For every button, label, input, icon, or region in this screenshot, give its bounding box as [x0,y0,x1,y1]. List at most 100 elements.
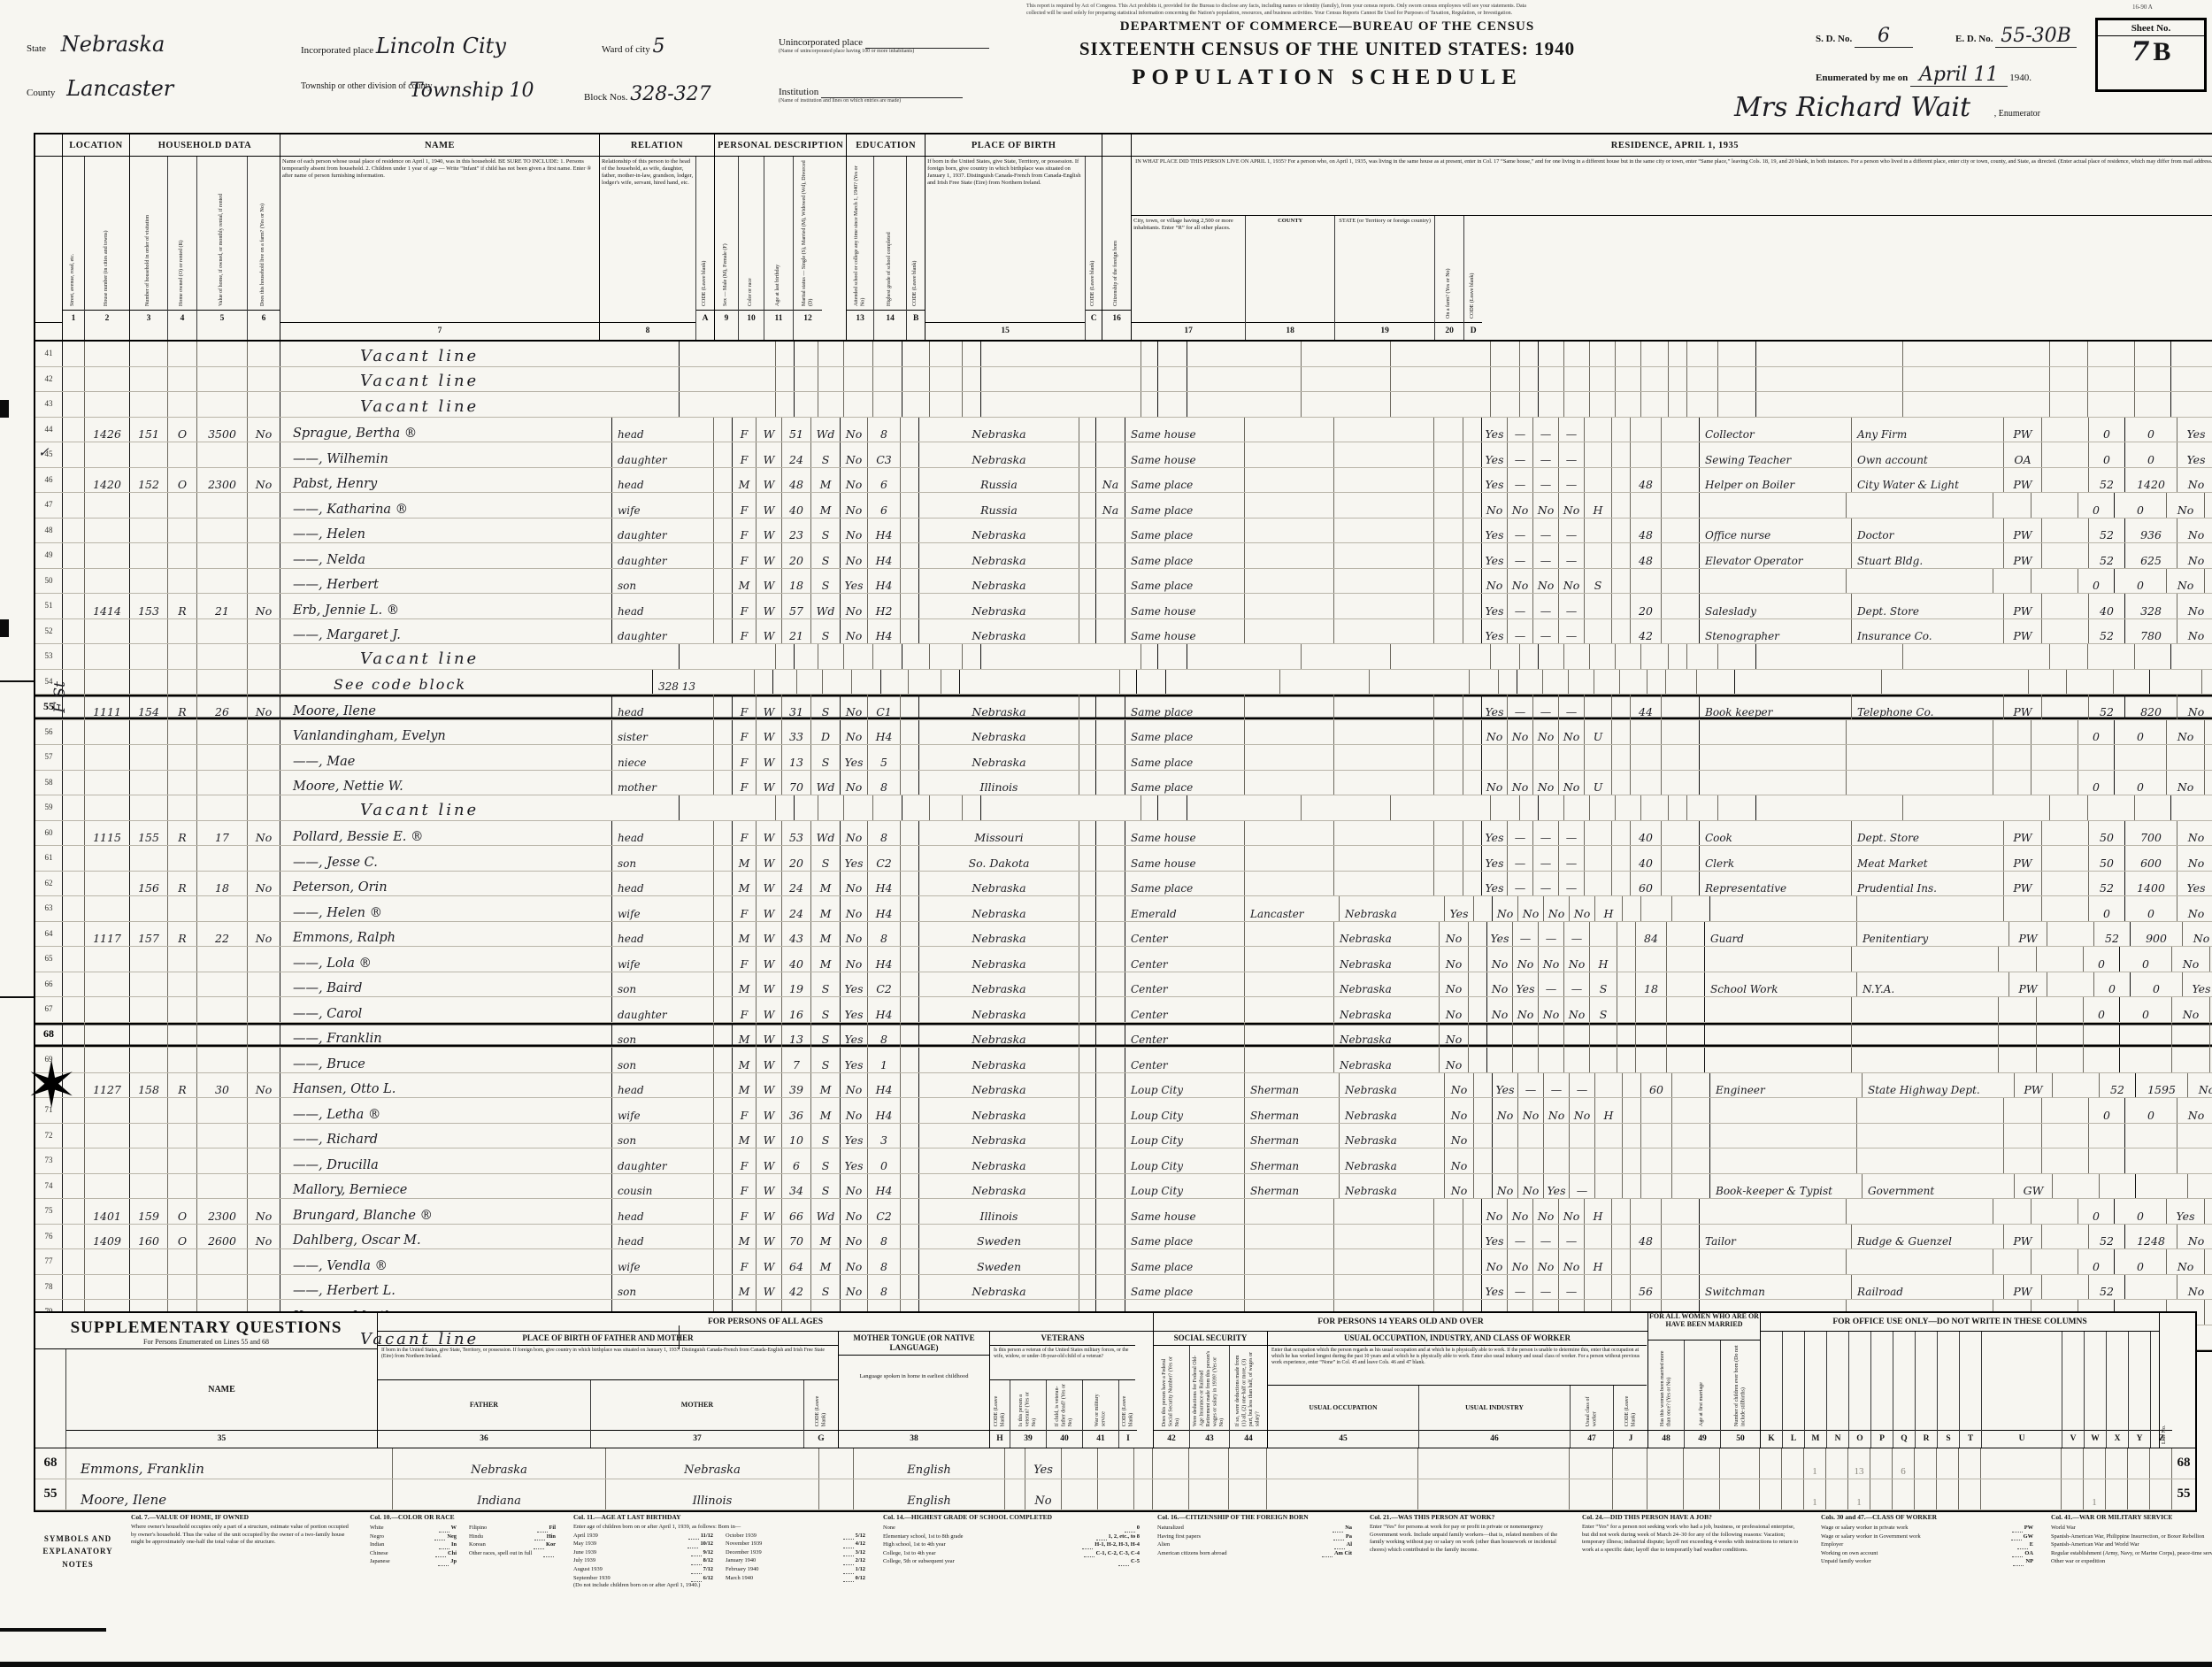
sd-field: S. D. No. 6 [1816,25,1914,48]
cell-F [2042,896,2089,921]
cell-farm: No [248,1199,280,1224]
cell-occ [1756,342,1903,366]
cell-w25 [1595,1148,1623,1173]
cell-hrs [1631,770,1662,795]
cell-D [1520,795,1539,820]
cell-cty [1302,366,1391,391]
cell-w25: U [1585,719,1612,744]
supp-cell-office-W: 1 [2084,1479,2106,1510]
cell-cit [1096,820,1125,845]
cell-f35: No [1445,1173,1474,1198]
cell-val: 2300 [197,467,248,492]
supp-subgroup-mother-tongue: MOTHER TONGUE (OR NATIVE LANGUAGE) Langu… [839,1332,990,1448]
cell-w24: — [1570,1072,1595,1097]
cell-sch: No [841,695,868,719]
cell-w25 [1641,392,1669,417]
cell-rel: wife [612,493,714,518]
cell-st [1334,1274,1434,1299]
cell-w25 [1585,871,1612,895]
cell-F [2042,695,2089,719]
incorporated-field: Incorporated place Lincoln City [301,35,506,57]
cell-w24 [1564,1048,1590,1072]
cell-w25 [1585,846,1612,871]
cell-cls [1993,745,2032,770]
supp-cell-office-L [1782,1448,1804,1479]
cell-age [844,795,873,820]
cell-w24: No [1570,896,1595,921]
cell-E [1617,921,1636,946]
cell-mar: S [811,846,841,871]
cell-w25: H [1585,493,1612,518]
cell-line: 46 [35,467,63,492]
cell-f35: No [1445,1072,1474,1097]
cell-B [901,467,919,492]
cell-F [2042,467,2089,492]
cell-val: 17 [197,820,248,845]
cell-w25 [1585,695,1612,719]
note-item: None 0 [883,1525,1140,1533]
cell-occ: Helper on Boiler [1700,467,1852,492]
cell-ind: City Water & Light [1852,467,2004,492]
cell-st [1334,493,1434,518]
cell-house: 1409 [85,1224,130,1248]
cell-gr [930,366,963,391]
cell-line: 66 [35,972,63,996]
cell-oth: No [2167,493,2205,518]
cell-rel [680,795,776,820]
cell-street [63,1173,85,1198]
cell-cit [1096,846,1125,871]
cell-wks [2078,745,2115,770]
supp-cell-father: Nebraska [393,1448,606,1479]
cell-A [714,568,733,593]
cell-mar: S [811,518,841,542]
note-item: Indian In [370,1541,457,1549]
cell-w22 [1564,795,1590,820]
cell-F [2032,745,2078,770]
state-label: State [27,43,46,54]
cell-E [1669,644,1687,669]
supp-cell-office-R [1915,1479,1937,1510]
cell-ten [168,1098,197,1123]
cell-res: Same place [1125,719,1245,744]
cell-cty [1245,417,1334,442]
cell-street [63,366,85,391]
cell-sch: Yes [841,846,868,871]
cell-farm: No [248,921,280,946]
cell-D [1463,820,1482,845]
supp-cell-office-U [1981,1479,2062,1510]
cell-res: Same house [1125,820,1245,845]
cell-res: Center [1125,997,1245,1022]
cell-ind: Dept. Store [1852,594,2004,618]
cell-rel: son [612,1274,714,1299]
cell-rel: head [612,1072,714,1097]
cell-name: Pollard, Bessie E. ® [280,820,612,845]
col-header-usual-industry: USUAL INDUSTRY 46 [1419,1385,1571,1448]
cell-age: 64 [782,1249,811,1274]
cell-cty [1302,795,1391,820]
cell-hh: 159 [130,1199,168,1224]
cell-w24: — [1559,820,1585,845]
note-item: Other war or expeditionOt [2051,1558,2106,1565]
cell-w21 [1493,1123,1518,1148]
supp-cell-J [1613,1448,1647,1479]
cell-ind: Insurance Co. [1852,618,2004,643]
cell-ind [1847,745,1993,770]
cell-w24 [1616,366,1641,391]
cell-age [844,366,873,391]
cell-cls [2004,1123,2042,1148]
cell-F [2042,820,2089,845]
cell-house: 1420 [85,467,130,492]
census-row-66: 66 ——, Baird son M W 19 S Yes C2 Nebraska Center Ne… [35,972,2212,997]
cell-age [844,342,873,366]
cell-D [1469,921,1487,946]
cell-sch [902,392,930,417]
cell-E [1612,745,1631,770]
cell-A [714,1123,733,1148]
cell-sch: No [841,1199,868,1224]
cell-hh: 160 [130,1224,168,1248]
cell-w22: No [1518,896,1544,921]
cell-hh [130,392,168,417]
cell-street [63,997,85,1022]
cell-oth [2177,1124,2212,1148]
cell-wag [2171,795,2212,820]
